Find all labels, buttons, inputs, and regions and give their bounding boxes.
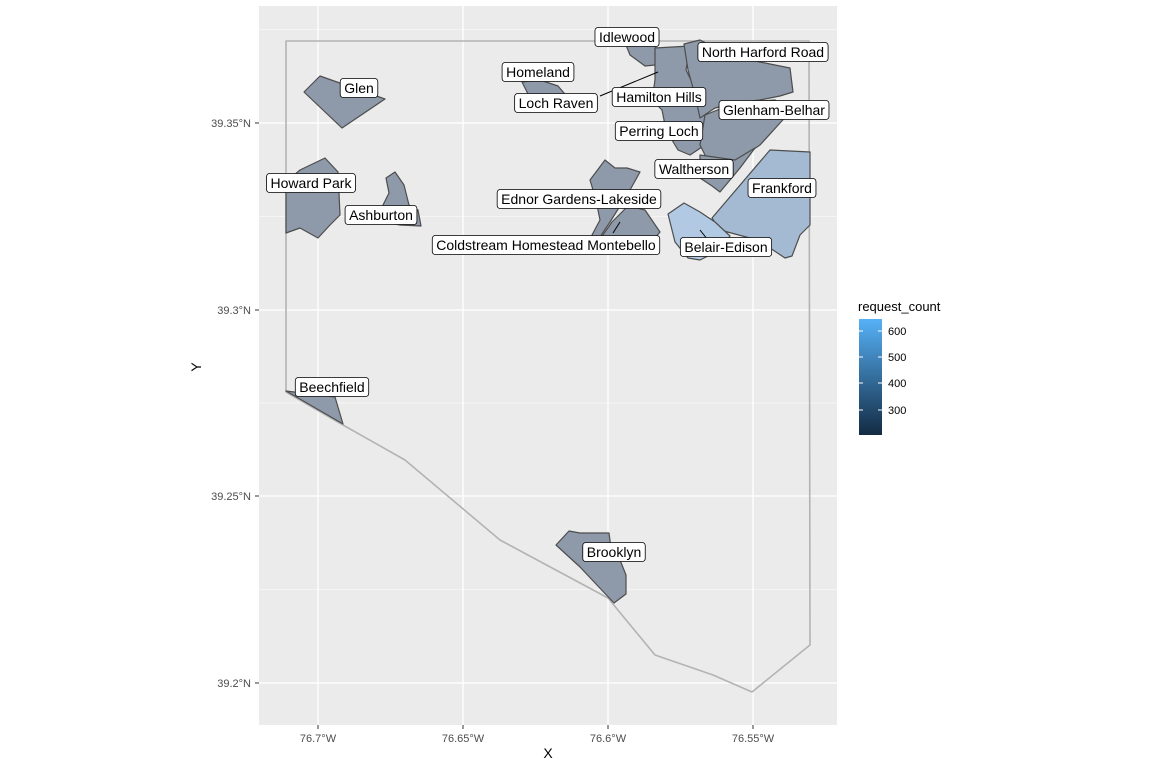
x-tick-label: 76.65°W (442, 733, 485, 745)
label-glenham-belhar: Glenham-Belhar (718, 100, 830, 120)
label-north-harford-road: North Harford Road (697, 42, 829, 62)
legend-tick-label: 400 (888, 378, 906, 390)
y-axis-title: Y (188, 362, 204, 372)
label-box (339, 78, 379, 98)
label-box (718, 100, 830, 120)
legend-tick-label: 300 (888, 405, 906, 417)
polygon-glen (303, 75, 386, 129)
label-howard-park: Howard Park (266, 173, 356, 193)
label-hamilton-hills: Hamilton Hills (611, 87, 707, 107)
legend-tick-label: 500 (888, 352, 906, 364)
label-box (496, 189, 662, 209)
legend: request_count 600 500 400 300 (858, 299, 941, 435)
y-tick-label: 39.25°N (211, 491, 251, 503)
x-axis-title: X (543, 745, 553, 761)
label-box (697, 42, 829, 62)
svg-text:Howard Park: Howard Park (271, 175, 353, 191)
label-loch-raven: Loch Raven (514, 93, 598, 113)
label-frankford: Frankford (747, 178, 817, 198)
label-waltherson: Waltherson (654, 159, 734, 179)
label-box (611, 87, 707, 107)
legend-tick-label: 600 (888, 326, 906, 338)
label-ashburton: Ashburton (344, 205, 418, 225)
label-homeland: Homeland (501, 62, 575, 82)
svg-text:North Harford Road: North Harford Road (702, 44, 824, 60)
svg-text:Glen: Glen (344, 80, 374, 96)
svg-text:Beechfield: Beechfield (299, 379, 364, 395)
svg-text:Hamilton Hills: Hamilton Hills (616, 89, 702, 105)
label-glen: Glen (339, 78, 379, 98)
polygon-frankford (711, 149, 811, 259)
svg-text:Coldstream Homestead Montebell: Coldstream Homestead Montebello (436, 237, 656, 253)
label-box (501, 62, 575, 82)
label-box (582, 542, 646, 562)
label-brooklyn: Brooklyn (582, 542, 646, 562)
svg-text:Perring Loch: Perring Loch (619, 123, 698, 139)
y-tick-label: 39.2°N (217, 678, 251, 690)
label-box (747, 178, 817, 198)
svg-text:Idlewood: Idlewood (599, 29, 655, 45)
label-beechfield: Beechfield (294, 377, 370, 397)
y-tick-label: 39.3°N (217, 305, 251, 317)
label-box (594, 27, 660, 47)
neighborhood-labels: Idlewood North Harford Road Homeland Gle… (266, 27, 830, 562)
svg-text:Waltherson: Waltherson (659, 161, 729, 177)
label-box (679, 237, 773, 257)
label-belair-edison: Belair-Edison (679, 237, 773, 257)
label-box (514, 93, 598, 113)
label-coldstream-homestead-montebello: Coldstream Homestead Montebello (431, 235, 661, 255)
axis-tick-marks (255, 122, 754, 729)
svg-text:Brooklyn: Brooklyn (587, 544, 641, 560)
x-tick-label: 76.6°W (590, 733, 627, 745)
svg-text:Homeland: Homeland (506, 64, 570, 80)
label-box (266, 173, 356, 193)
x-tick-label: 76.55°W (732, 733, 775, 745)
label-box (431, 235, 661, 255)
label-box (344, 205, 418, 225)
gridlines (259, 6, 837, 725)
label-perring-loch: Perring Loch (614, 121, 704, 141)
svg-text:Frankford: Frankford (752, 180, 812, 196)
svg-text:Glenham-Belhar: Glenham-Belhar (723, 102, 825, 118)
legend-title: request_count (858, 299, 941, 314)
label-box (614, 121, 704, 141)
legend-colorbar (859, 319, 882, 435)
label-idlewood: Idlewood (594, 27, 660, 47)
svg-text:Ednor Gardens-Lakeside: Ednor Gardens-Lakeside (501, 191, 657, 207)
svg-text:Ashburton: Ashburton (349, 207, 413, 223)
label-box (654, 159, 734, 179)
svg-text:Belair-Edison: Belair-Edison (684, 239, 767, 255)
svg-text:Loch Raven: Loch Raven (519, 95, 594, 111)
label-ednor-gardens-lakeside: Ednor Gardens-Lakeside (496, 189, 662, 209)
y-tick-label: 39.35°N (211, 118, 251, 130)
x-tick-label: 76.7°W (300, 733, 337, 745)
label-box (294, 377, 370, 397)
city-boundary (285, 40, 811, 693)
